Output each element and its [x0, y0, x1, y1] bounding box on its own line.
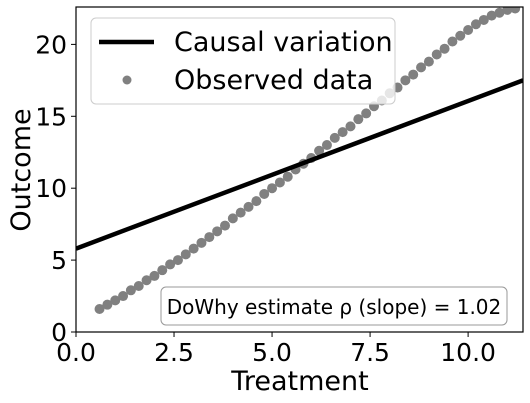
data-point	[180, 249, 191, 260]
x-axis-label: Treatment	[230, 366, 368, 397]
data-point	[243, 201, 254, 212]
data-point	[172, 255, 183, 266]
data-point	[212, 226, 223, 237]
data-point	[196, 237, 207, 248]
causal-variation-line	[76, 78, 523, 251]
legend: Causal variation Observed data	[90, 17, 396, 105]
data-point	[337, 127, 348, 138]
data-point	[439, 43, 450, 54]
data-point	[478, 14, 489, 25]
data-point	[274, 177, 285, 188]
data-point	[227, 213, 238, 224]
data-point	[149, 270, 160, 281]
x-tick-label: 10.0	[440, 338, 496, 367]
x-tick-label: 0.0	[56, 338, 96, 367]
data-point	[345, 121, 356, 132]
data-point	[408, 69, 419, 80]
causal-variation-line-group	[76, 78, 523, 251]
data-point	[502, 7, 513, 15]
data-point	[118, 291, 129, 302]
y-tick-label: 20	[35, 30, 67, 59]
data-point	[423, 56, 434, 67]
legend-entry-causal-variation: Causal variation	[174, 27, 393, 58]
x-axis-ticks: 0.0 2.5 5.0 7.5 10.0	[56, 332, 496, 367]
x-tick-label: 2.5	[154, 338, 194, 367]
data-point	[267, 183, 278, 194]
data-point	[463, 25, 474, 36]
data-point	[329, 132, 340, 143]
data-point	[455, 30, 466, 41]
data-point	[220, 220, 230, 231]
data-point	[102, 299, 113, 310]
data-point	[314, 145, 325, 156]
data-point	[416, 62, 427, 73]
estimate-annotation: DoWhy estimate ρ (slope) = 1.02	[160, 286, 508, 326]
y-axis-label: Outcome	[6, 108, 37, 231]
data-point	[353, 114, 364, 125]
y-tick-label: 0	[51, 318, 67, 347]
data-point	[494, 7, 505, 18]
data-point	[361, 108, 372, 119]
data-point	[133, 280, 144, 291]
data-point	[204, 232, 215, 243]
data-point	[188, 243, 199, 254]
data-point	[282, 171, 293, 182]
data-point	[125, 285, 136, 296]
data-point	[510, 7, 521, 14]
data-point	[447, 36, 458, 47]
data-point	[251, 196, 262, 207]
annotation-box	[160, 286, 508, 326]
data-point	[486, 10, 497, 21]
legend-entry-observed-data: Observed data	[174, 65, 373, 96]
data-point	[110, 295, 121, 306]
x-tick-label: 5.0	[252, 338, 292, 367]
data-point	[235, 207, 246, 218]
plot-frame	[75, 6, 524, 333]
y-tick-label: 5	[51, 246, 67, 275]
data-point	[165, 259, 176, 270]
annotation-text: DoWhy estimate ρ (slope) = 1.02	[167, 295, 502, 319]
data-point	[157, 265, 168, 276]
data-point	[141, 275, 152, 286]
data-point	[259, 188, 270, 199]
data-point	[400, 75, 411, 86]
data-point	[321, 140, 332, 151]
data-point	[470, 19, 481, 30]
x-tick-label: 7.5	[350, 338, 390, 367]
y-tick-label: 10	[35, 174, 67, 203]
y-axis-ticks: 0 5 10 15 20	[35, 30, 76, 347]
data-point	[94, 303, 105, 314]
legend-box	[90, 17, 396, 105]
y-tick-label: 15	[35, 102, 67, 131]
data-point	[431, 49, 442, 60]
legend-point-swatch	[122, 75, 132, 85]
